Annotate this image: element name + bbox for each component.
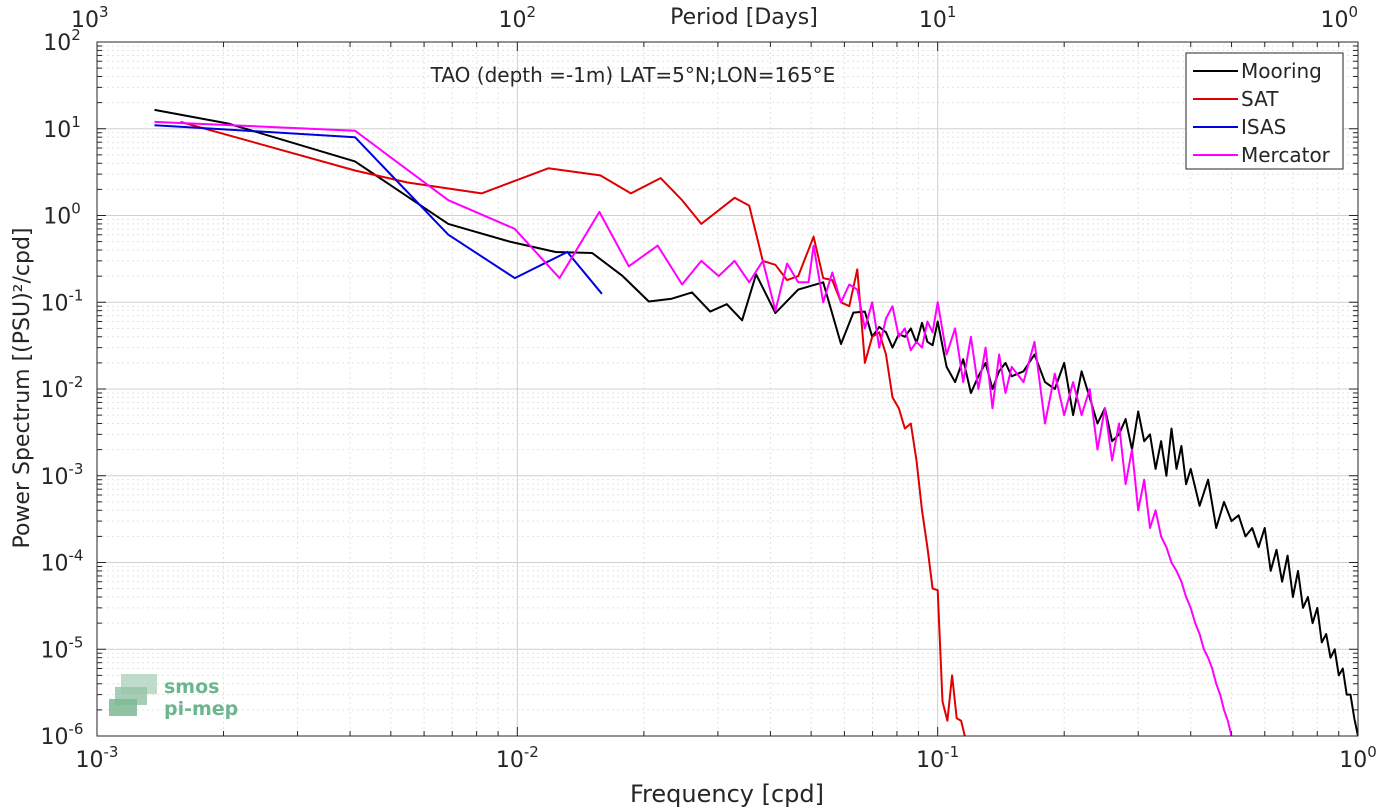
logo-text-line2: pi-mep: [164, 698, 238, 720]
legend-label-mooring: Mooring: [1241, 59, 1322, 83]
legend-label-mercator: Mercator: [1241, 143, 1331, 167]
logo-text-line1: smos: [164, 676, 219, 698]
y-axis-label: Power Spectrum [(PSU)²/cpd]: [10, 227, 35, 548]
series-line-isas: [154, 124, 603, 295]
top-axis-label: Period [Days]: [670, 5, 818, 30]
x-tick-label: 10-2: [496, 743, 539, 773]
legend: Mooring SAT ISAS Mercator: [1185, 52, 1344, 170]
series-line-sat: [180, 120, 966, 736]
tick-labels: 10-3 10-2 10-1 10010-610-510-410-310-210-11…: [41, 3, 1377, 773]
legend-label-isas: ISAS: [1241, 115, 1286, 139]
chart-title: TAO (depth =-1m) LAT=5°N;LON=165°E: [430, 63, 836, 87]
series-layer: [154, 108, 1358, 736]
series-line-mercator: [154, 120, 1233, 736]
smos-pi-mep-logo: smos pi-mep: [109, 674, 238, 720]
legend-box: [1185, 52, 1344, 170]
axis-ticks: [96, 41, 1359, 737]
x-axis-label: Frequency [cpd]: [630, 780, 824, 808]
logo-graphic: [109, 699, 137, 716]
series-line-mooring: [154, 108, 1358, 736]
legend-label-sat: SAT: [1241, 87, 1279, 111]
